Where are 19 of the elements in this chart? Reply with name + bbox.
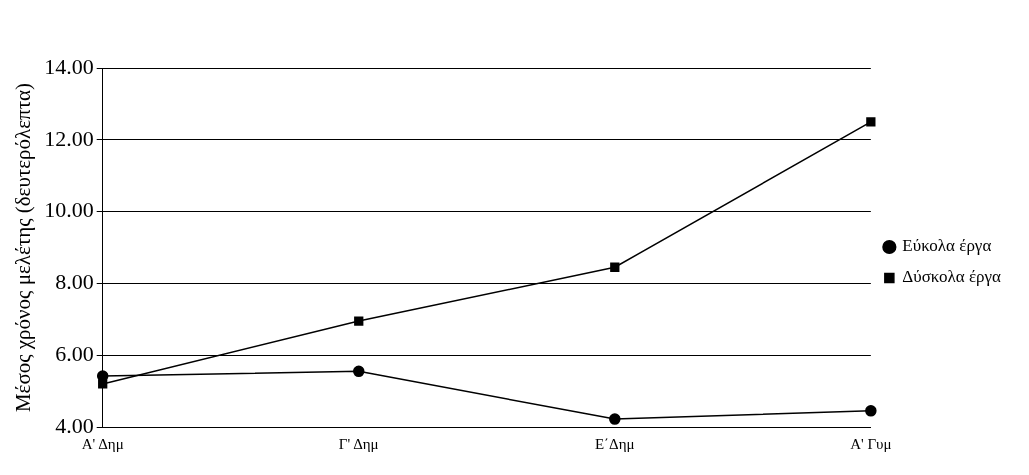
legend-label: Δύσκολα έργα [902, 267, 1002, 287]
y-tick-label: 14.00 [44, 53, 94, 79]
y-tick-label: 10.00 [44, 197, 94, 223]
point [353, 365, 365, 378]
point [610, 262, 620, 272]
y-axis-title: Μέσος χρόνος μελέτης (δευτερόλεπτα) [11, 82, 36, 413]
point [354, 316, 364, 326]
point [866, 117, 876, 127]
x-tick-label: Α' Γυμ [850, 435, 892, 452]
y-tick-label: 4.00 [55, 412, 94, 438]
y-tick-label: 8.00 [55, 269, 94, 295]
x-tick-label: Α' Δημ [81, 435, 124, 452]
y-tick-label: 12.00 [44, 125, 94, 151]
x-tick-label: Γ' Δημ [338, 435, 379, 452]
y-tick-label: 6.00 [55, 340, 94, 366]
point [865, 405, 877, 417]
x-tick-label: Ε΄Δημ [594, 435, 635, 452]
legend-label: Εύκολα έργα [902, 236, 992, 256]
point [609, 413, 621, 425]
